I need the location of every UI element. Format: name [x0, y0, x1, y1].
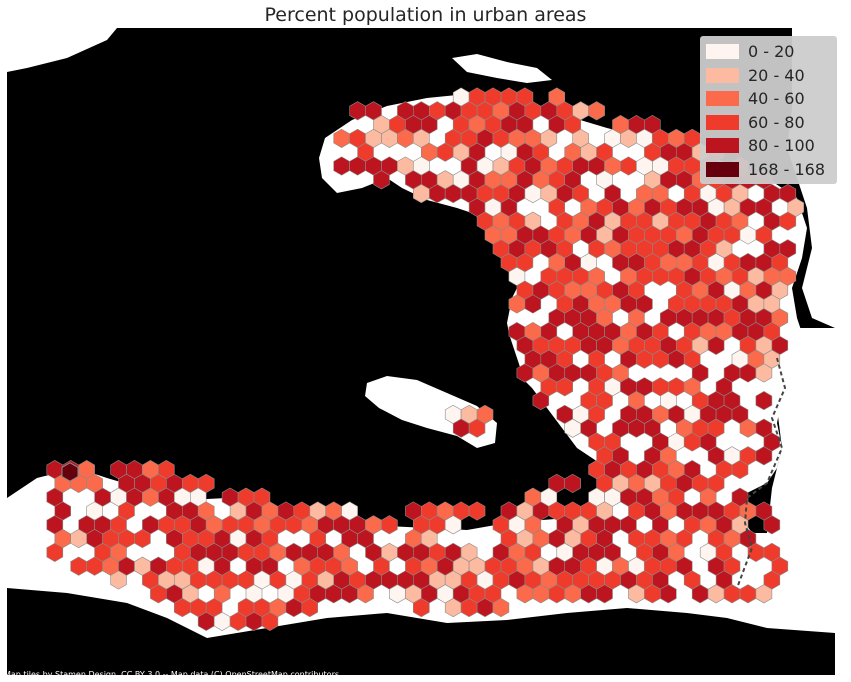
hex-cell — [492, 598, 510, 618]
hex-cell — [46, 542, 64, 562]
hex-cell — [659, 584, 677, 604]
southern-sea — [7, 218, 835, 675]
map-area[interactable] — [7, 28, 835, 675]
legend-item: 40 - 60 — [700, 87, 837, 111]
hex-cell — [468, 418, 486, 438]
hex-cells — [46, 87, 805, 631]
legend-item: 0 - 20 — [700, 40, 837, 64]
hex-cell — [755, 584, 773, 604]
hex-cell-max — [61, 462, 79, 482]
legend-label: 40 - 60 — [748, 89, 805, 109]
hex-cell — [373, 170, 390, 190]
map-title: Percent population in urban areas — [264, 4, 587, 26]
hex-cell — [261, 611, 279, 631]
legend-item: 60 - 80 — [700, 111, 837, 135]
hex-cell — [444, 515, 462, 535]
hex-cell — [731, 460, 749, 480]
legend-label: 20 - 40 — [748, 65, 805, 85]
legend-label: 80 - 100 — [748, 136, 815, 156]
hex-cell — [301, 598, 319, 618]
legend-swatch — [706, 161, 739, 177]
legend-swatch — [706, 44, 739, 60]
hex-cell — [564, 473, 582, 493]
hex-cell — [524, 294, 542, 314]
hex-cell — [381, 515, 398, 535]
legend-item: 80 - 100 — [700, 134, 837, 158]
hex-cell — [134, 529, 151, 549]
legend-item: 168 - 168 — [700, 158, 837, 182]
legend-swatch — [706, 67, 739, 83]
legend-label: 60 - 80 — [748, 112, 805, 132]
legend-label: 168 - 168 — [748, 159, 826, 179]
hex-cell — [755, 363, 773, 383]
border-line — [736, 357, 787, 589]
hex-cell — [412, 598, 430, 618]
map-attribution: Map tiles by Stamen Design, CC BY 3.0 --… — [4, 670, 340, 679]
hex-cell — [707, 335, 725, 355]
hex-cell — [779, 211, 797, 231]
hex-cell — [357, 584, 374, 604]
legend-swatch — [706, 114, 739, 130]
hex-cell — [532, 391, 550, 411]
hex-cell — [755, 391, 773, 411]
legend-label: 0 - 20 — [748, 42, 795, 62]
hex-cell — [110, 570, 127, 590]
legend-item: 20 - 40 — [700, 64, 837, 88]
hex-cell — [556, 377, 574, 397]
hex-cell — [763, 515, 781, 535]
map-canvas — [7, 28, 835, 675]
hex-cell — [596, 584, 613, 604]
legend: 0 - 20 20 - 40 40 - 60 60 - 80 80 - 100 … — [700, 36, 837, 184]
hex-cell — [468, 501, 486, 521]
hex-cell — [755, 446, 773, 466]
legend-swatch — [706, 91, 739, 107]
hex-cell — [588, 101, 605, 121]
legend-swatch — [706, 138, 739, 154]
